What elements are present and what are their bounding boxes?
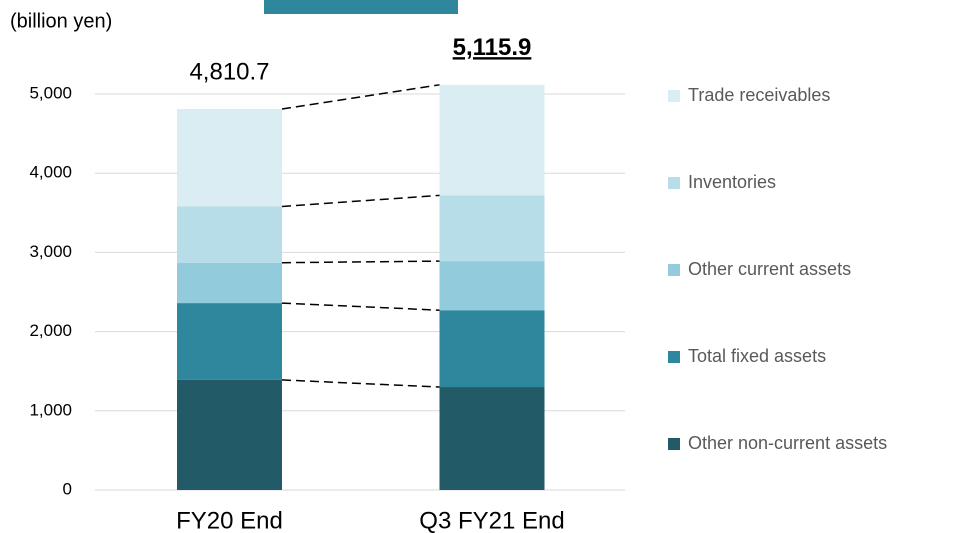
connector-line <box>281 194 440 208</box>
y-tick-label: 5,000 <box>29 83 72 102</box>
x-tick-label: Q3 FY21 End <box>419 507 564 533</box>
y-tick-label: 1,000 <box>29 400 72 419</box>
connector-line <box>281 379 440 388</box>
y-axis-label: (billion yen) <box>10 10 112 32</box>
legend-label: Other non-current assets <box>688 433 887 453</box>
bar-segment <box>177 108 282 207</box>
header-band <box>264 0 458 14</box>
legend-swatch <box>668 177 680 189</box>
legend-label: Inventories <box>688 172 776 192</box>
legend-swatch <box>668 90 680 102</box>
bar-segment <box>177 262 282 304</box>
y-tick-label: 3,000 <box>29 242 72 261</box>
bar-segment <box>177 379 282 490</box>
legend-swatch <box>668 351 680 363</box>
connector-line <box>281 260 440 264</box>
x-tick-label: FY20 End <box>176 507 283 533</box>
bar-segment <box>439 261 545 311</box>
bar-segment <box>439 387 545 490</box>
legend-label: Total fixed assets <box>688 346 826 366</box>
y-tick-label: 4,000 <box>29 163 72 182</box>
y-tick-label: 2,000 <box>29 321 72 340</box>
y-tick-label: 0 <box>63 479 72 498</box>
legend-swatch <box>668 438 680 450</box>
legend-label: Trade receivables <box>688 85 830 105</box>
connector-line <box>281 302 440 311</box>
connector-line <box>281 84 440 110</box>
total-label: 4,810.7 <box>189 58 269 85</box>
bar-segment <box>177 206 282 263</box>
legend-label: Other current assets <box>688 259 851 279</box>
bar-segment <box>177 303 282 380</box>
legend-swatch <box>668 264 680 276</box>
bar-segment <box>439 84 545 196</box>
bar-segment <box>439 310 545 388</box>
total-label: 5,115.9 <box>453 34 532 61</box>
bar-segment <box>439 195 545 262</box>
